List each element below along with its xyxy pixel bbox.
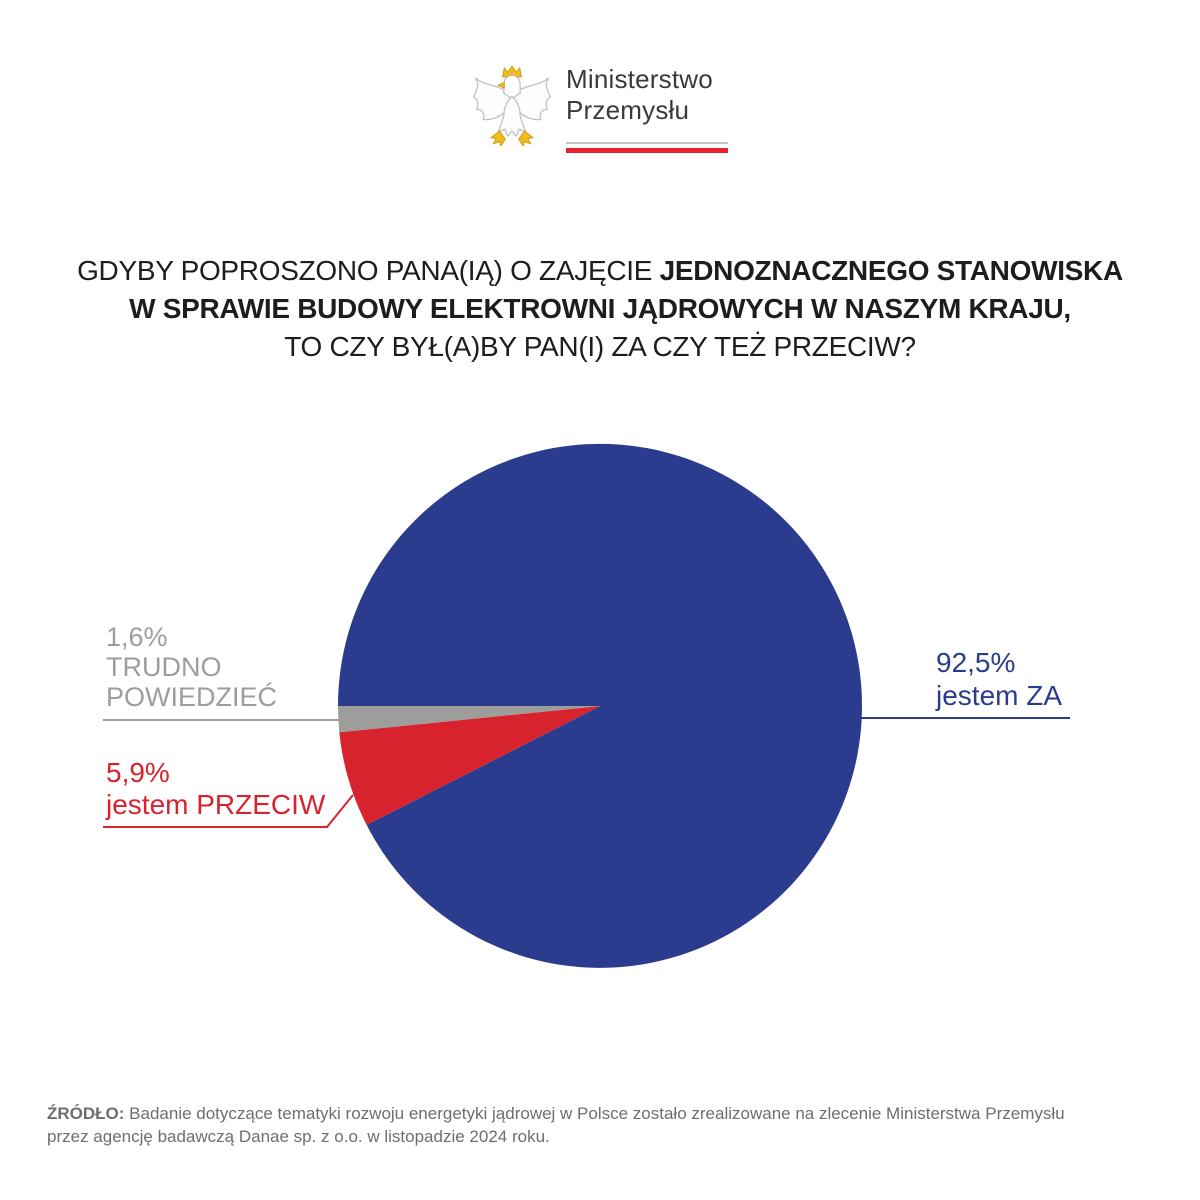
slice-label-trudno: 1,6% TRUDNO POWIEDZIEĆ	[106, 622, 277, 712]
source-line-1: ŹRÓDŁO: Badanie dotyczące tematyki rozwo…	[47, 1102, 1065, 1125]
eagle-left-talon	[490, 130, 506, 147]
slice-za-value: 92,5%	[936, 647, 1016, 678]
slice-trudno-value: 1,6%	[106, 622, 168, 652]
eagle-beak	[497, 82, 505, 89]
title-line2-bold: W SPRAWIE BUDOWY ELEKTROWNI JĄDROWYCH W …	[129, 293, 1071, 324]
pie-slice-2	[337, 706, 600, 733]
pie-chart	[337, 443, 862, 968]
ministry-name: Ministerstwo Przemysłu	[566, 64, 713, 126]
title-line3-regular: TO CZY BYŁ(A)BY PAN(I) ZA CZY TEŻ PRZECI…	[284, 331, 916, 362]
source-note: ŹRÓDŁO: Badanie dotyczące tematyki rozwo…	[47, 1102, 1065, 1148]
slice-przeciw-value: 5,9%	[106, 757, 170, 788]
source-text-line1: Badanie dotyczące tematyki rozwoju energ…	[124, 1104, 1065, 1123]
title-line1-bold: JEDNOZNACZNEGO STANOWISKA	[659, 255, 1124, 286]
slice-trudno-text-line1: TRUDNO	[106, 652, 222, 682]
flag-underline-red-bar	[566, 148, 728, 153]
title-line-1: GDYBY POPROSZONO PANA(IĄ) O ZAJĘCIE JEDN…	[0, 252, 1200, 290]
slice-label-przeciw: 5,9% jestem PRZECIW	[106, 757, 325, 821]
eagle-right-talon	[518, 130, 534, 147]
flag-underline-white-bar	[566, 142, 728, 144]
slice-trudno-text-line2: POWIEDZIEĆ	[106, 682, 278, 712]
title-line1-regular: GDYBY POPROSZONO PANA(IĄ) O ZAJĘCIE	[77, 255, 660, 286]
leader-line-przeciw	[103, 794, 354, 828]
slice-przeciw-text: jestem PRZECIW	[106, 789, 326, 820]
ministry-name-line2: Przemysłu	[566, 95, 690, 125]
slice-za-text: jestem ZA	[936, 680, 1063, 711]
title-line-3: TO CZY BYŁ(A)BY PAN(I) ZA CZY TEŻ PRZECI…	[0, 328, 1200, 366]
source-text-line2: przez agencję badawczą Danae sp. z o.o. …	[47, 1127, 550, 1146]
eagle-crown	[502, 65, 522, 78]
pie-slice-1	[339, 706, 600, 825]
eagle-body-tail	[497, 95, 527, 137]
slice-label-za: 92,5% jestem ZA	[936, 646, 1062, 712]
polish-eagle-emblem-icon	[473, 65, 551, 147]
title-line-2: W SPRAWIE BUDOWY ELEKTROWNI JĄDROWYCH W …	[0, 290, 1200, 328]
chart-title: GDYBY POPROSZONO PANA(IĄ) O ZAJĘCIE JEDN…	[0, 252, 1200, 366]
source-line-2: przez agencję badawczą Danae sp. z o.o. …	[47, 1125, 1065, 1148]
source-prefix: ŹRÓDŁO:	[47, 1104, 125, 1123]
ministry-name-line1: Ministerstwo	[566, 64, 713, 94]
pie-slice-0	[337, 443, 862, 968]
